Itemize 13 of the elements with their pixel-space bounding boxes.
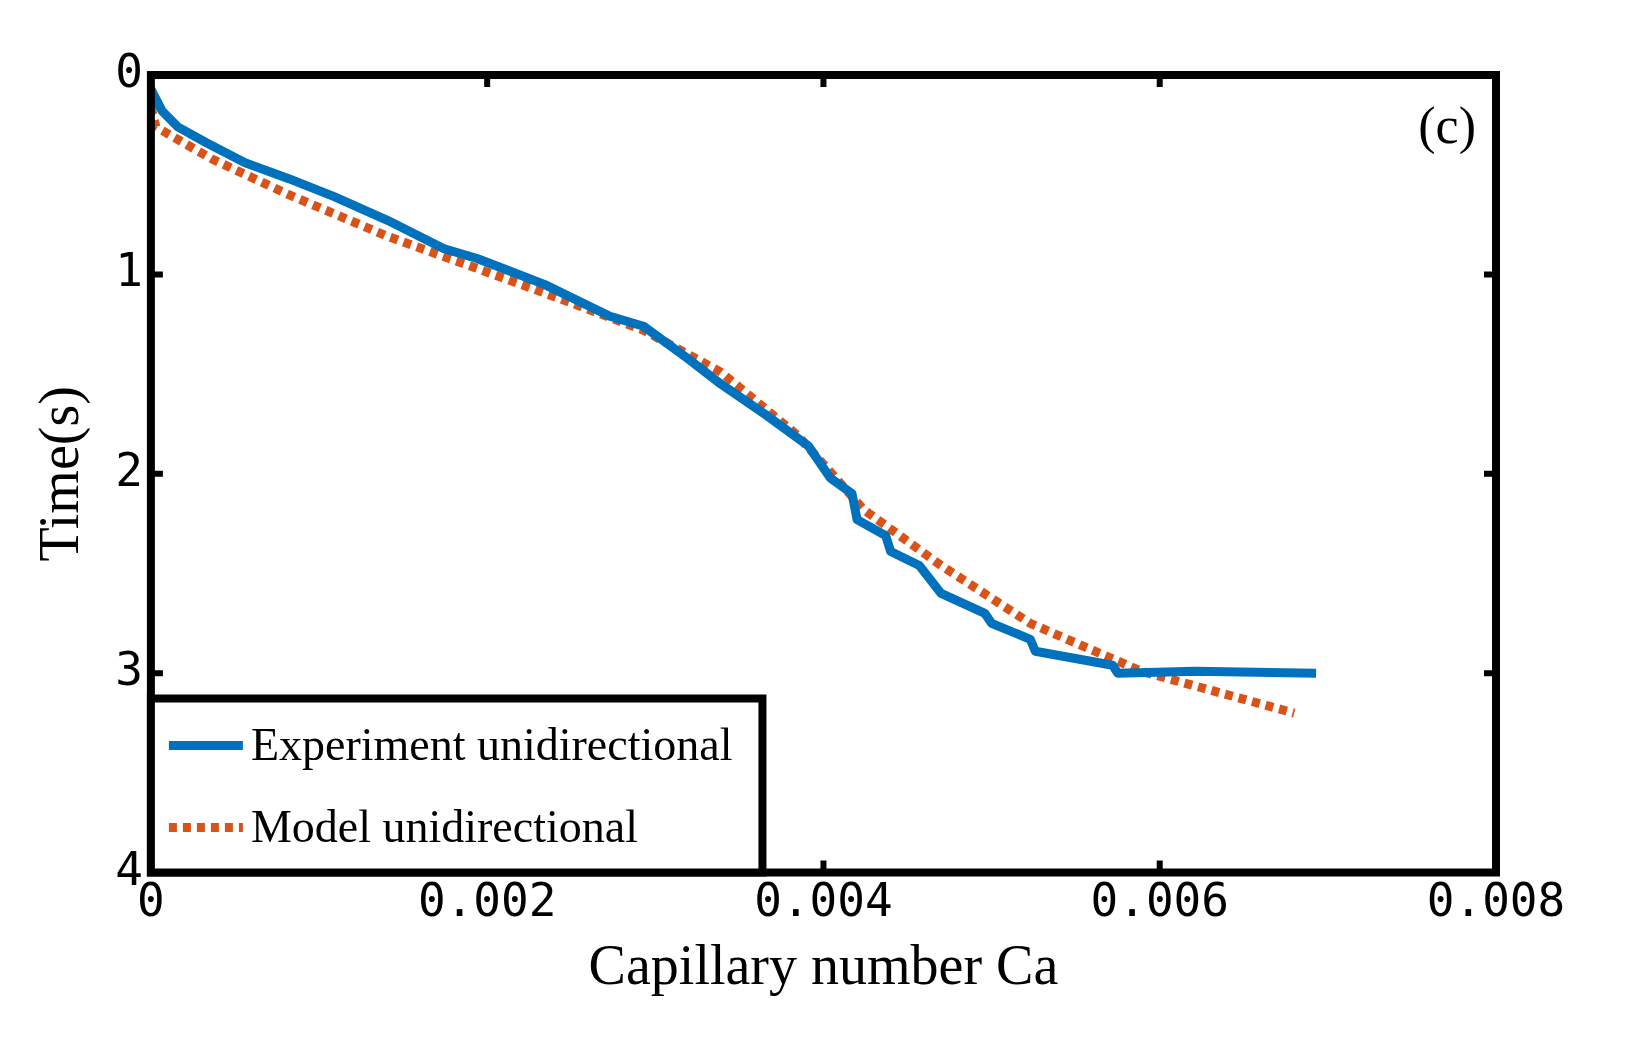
- y-tick-label: 1: [115, 243, 143, 298]
- x-axis-title: Capillary number Ca: [588, 934, 1059, 997]
- x-tick-label: 0.006: [1090, 873, 1229, 928]
- y-tick-label: 0: [115, 43, 143, 98]
- x-tick-label: 0.002: [417, 873, 557, 928]
- y-tick-label: 3: [115, 642, 143, 697]
- annotation: (c): [1418, 96, 1476, 155]
- y-tick-label: 2: [115, 442, 143, 497]
- x-tick-label: 0.004: [754, 873, 893, 928]
- y-axis-title: Time(s): [28, 386, 92, 562]
- legend-label: Model unidirectional: [250, 800, 638, 852]
- legend-label: Experiment unidirectional: [250, 718, 733, 770]
- x-tick-label: 0.008: [1426, 873, 1566, 928]
